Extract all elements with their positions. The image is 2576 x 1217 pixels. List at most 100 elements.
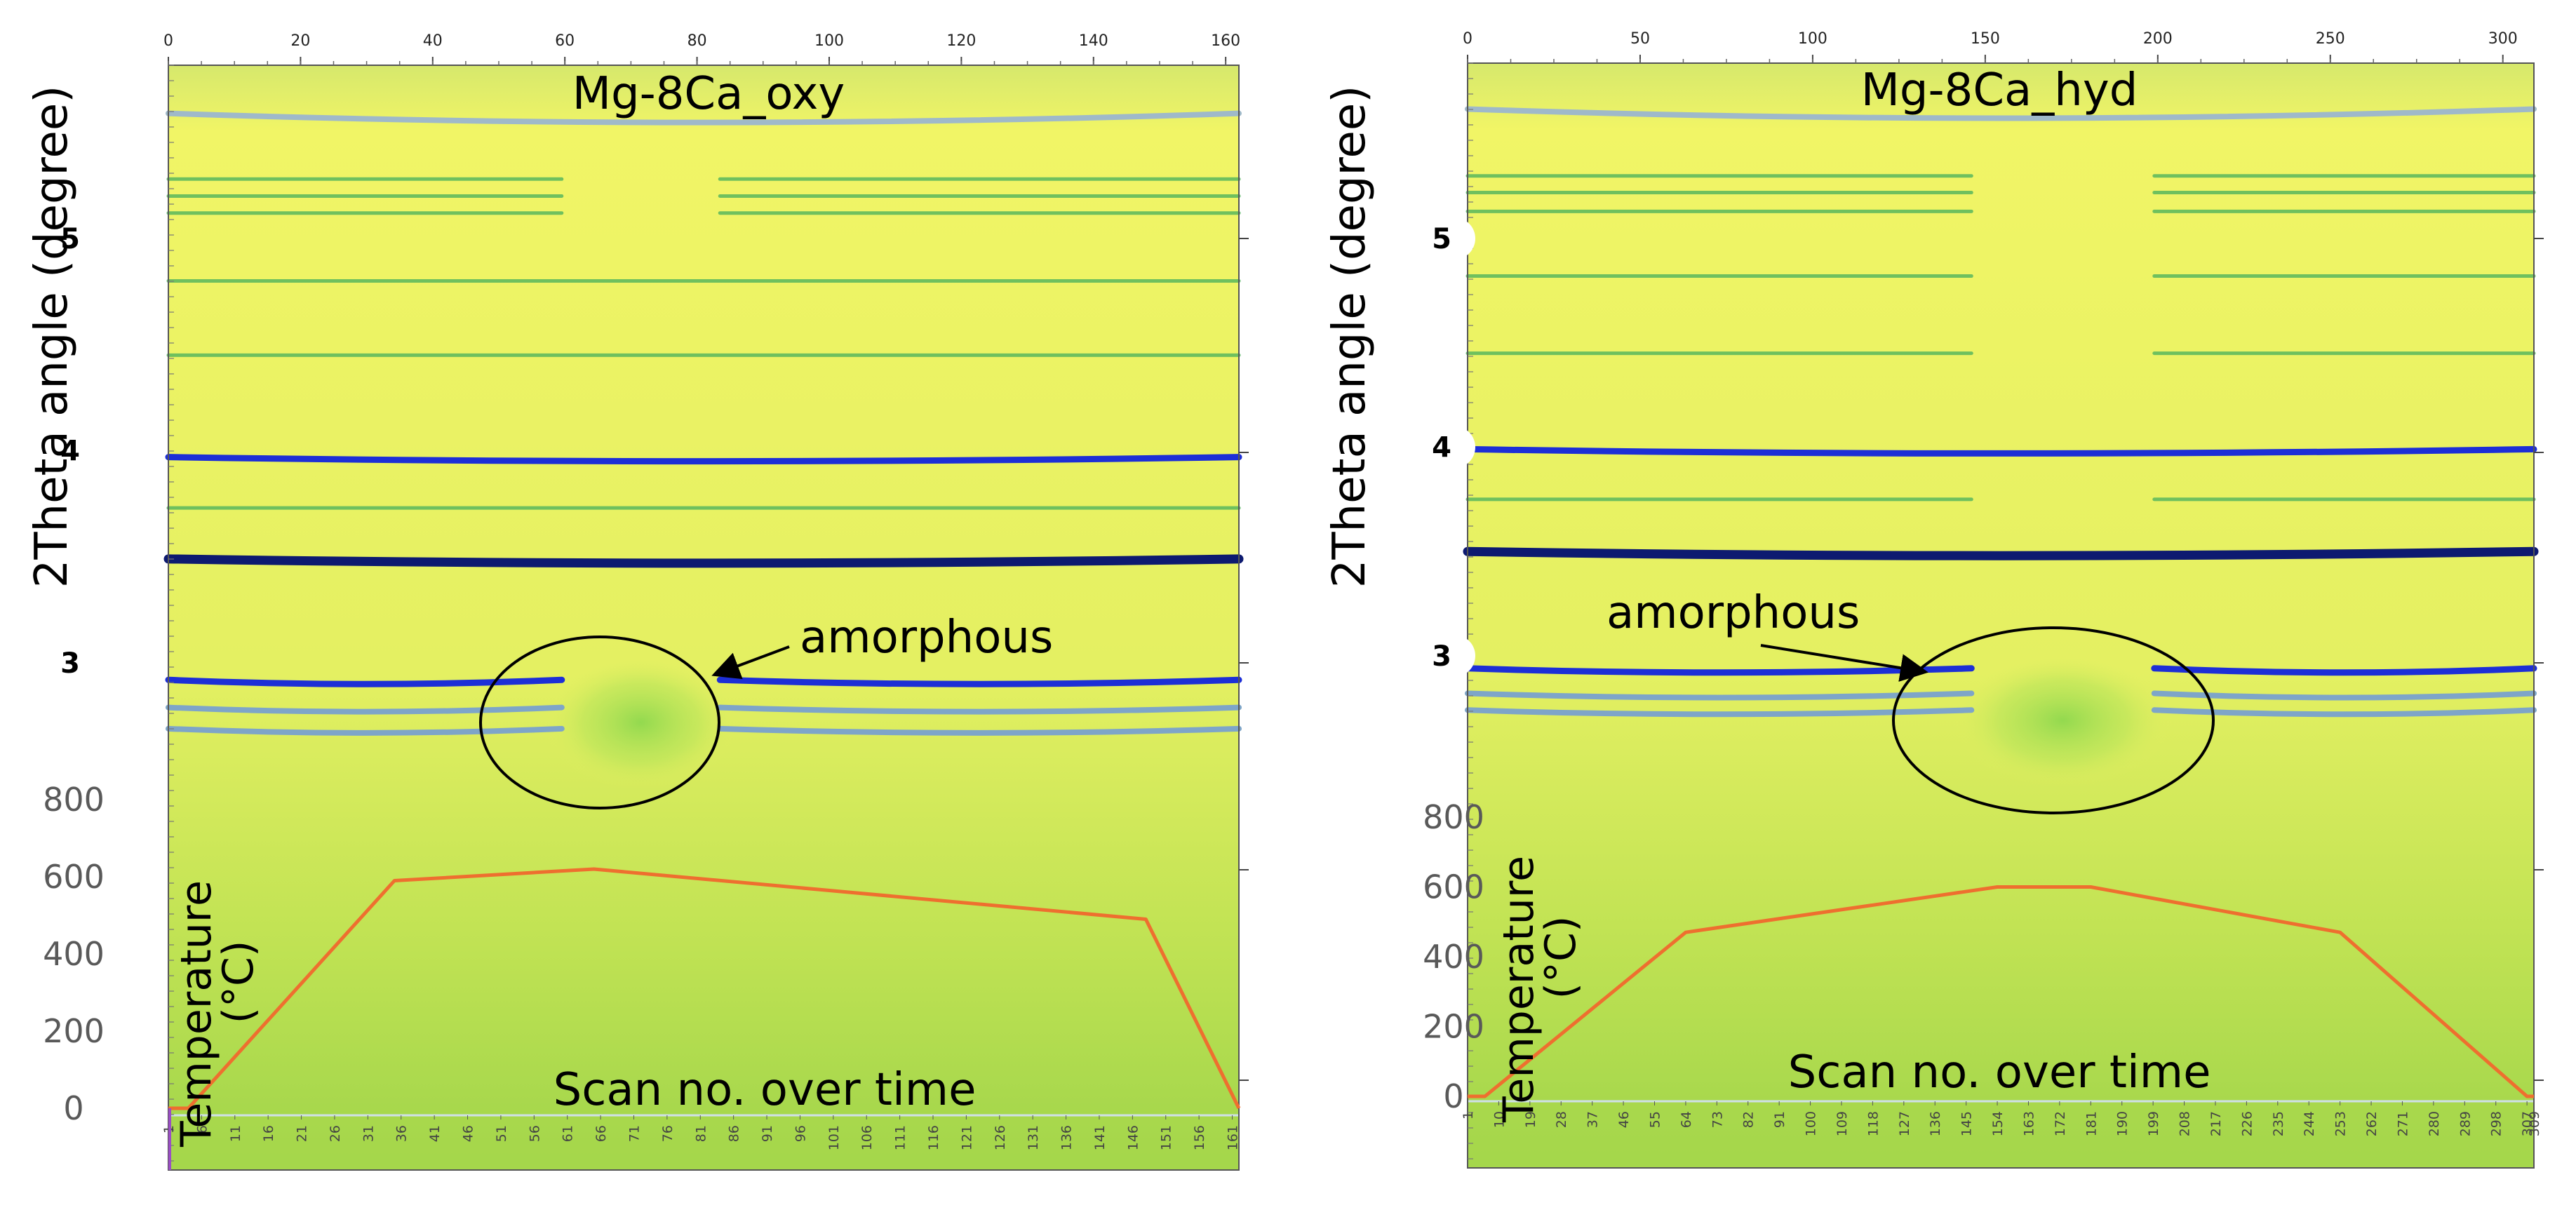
theta-tick-bubble <box>62 642 104 684</box>
bottom-axis-tick-label: 82 <box>1741 1111 1757 1128</box>
bottom-axis-tick-label: 6 <box>194 1125 210 1134</box>
bottom-axis-tick-label: 244 <box>2302 1111 2317 1136</box>
temperature-axis-unit: (°C) <box>214 941 263 1024</box>
amorphous-ellipse <box>1892 626 2215 814</box>
bottom-axis-tick-label: 66 <box>593 1125 609 1142</box>
x-axis-label: Scan no. over time <box>1788 1047 2211 1098</box>
top-axis-tick-label: 80 <box>687 32 707 50</box>
bottom-axis-tick-label: 136 <box>1059 1125 1075 1150</box>
bottom-axis-tick-label: 172 <box>2053 1111 2068 1136</box>
bottom-axis-tick-label: 46 <box>461 1125 476 1142</box>
diffraction-line <box>1463 546 2539 560</box>
bottom-axis-tick-label: 46 <box>1616 1111 1632 1128</box>
bottom-axis-tick-label: 163 <box>2021 1111 2037 1136</box>
bottom-axis-tick-label: 190 <box>2115 1111 2131 1136</box>
top-axis-tick-label: 0 <box>163 32 173 50</box>
bottom-axis-tick-label: 131 <box>1026 1125 1041 1150</box>
bottom-axis-tick-label: 51 <box>494 1125 509 1142</box>
bottom-axis-tick-label: 111 <box>893 1125 908 1150</box>
top-axis-tick-label: 20 <box>290 32 310 50</box>
temperature-tick-label: 600 <box>1423 868 1484 906</box>
temperature-line <box>168 867 1241 1110</box>
temperature-tick-label: 800 <box>1423 798 1484 836</box>
top-axis-tick-label: 120 <box>946 32 976 50</box>
theta-tick-bubble <box>62 217 104 260</box>
bottom-axis-tick-label: 226 <box>2239 1111 2255 1136</box>
bottom-axis-tick-label: 11 <box>228 1125 243 1142</box>
bottom-axis-tick-label: 28 <box>1554 1111 1569 1128</box>
plot-frame <box>1467 62 2535 1169</box>
bottom-axis-tick-label: 86 <box>727 1125 742 1142</box>
bottom-axis-tick-label: 126 <box>993 1125 1008 1150</box>
temperature-axis-label: Temperature <box>1494 856 1543 1123</box>
bottom-axis-tick-label: 127 <box>1897 1111 1912 1136</box>
bottom-axis-tick-label: 235 <box>2271 1111 2286 1136</box>
diffraction-line <box>717 725 1242 736</box>
bottom-axis-tick-label: 73 <box>1710 1111 1725 1128</box>
bottom-axis-tick-label: 100 <box>1804 1111 1819 1136</box>
diffraction-line <box>1465 106 2537 121</box>
top-axis-tick-label: 100 <box>1798 30 1827 48</box>
top-axis-tick-label: 0 <box>1463 30 1473 48</box>
amorphous-annotation: amorphous <box>800 612 1053 664</box>
diffraction-line <box>166 110 1242 126</box>
top-axis-tick-label: 250 <box>2316 30 2345 48</box>
bottom-axis-tick-label: 81 <box>693 1125 709 1142</box>
bottom-axis-tick-label: 37 <box>1585 1111 1601 1128</box>
theta-tick-label: 4 <box>60 436 80 468</box>
bottom-axis-tick-label: 217 <box>2208 1111 2224 1136</box>
bottom-axis-tick-label: 121 <box>959 1125 974 1150</box>
theta-tick-label: 5 <box>1432 223 1451 255</box>
temperature-tick-label: 200 <box>43 1012 105 1050</box>
diffraction-line <box>2151 707 2537 718</box>
bottom-axis-tick-label: 96 <box>793 1125 808 1142</box>
temperature-tick-label: 600 <box>43 858 105 896</box>
theta-tick-bubble <box>62 429 104 472</box>
theta-tick-bubble <box>1433 635 1475 677</box>
amorphous-ellipse <box>479 636 720 809</box>
top-axis-tick-label: 50 <box>1630 30 1650 48</box>
temperature-tick-label: 400 <box>43 935 105 973</box>
top-axis-tick-label: 200 <box>2143 30 2173 48</box>
bottom-axis-tick-label: 21 <box>295 1125 310 1142</box>
bottom-axis-tick-label: 101 <box>826 1125 842 1150</box>
bottom-axis-tick-label: 116 <box>926 1125 941 1150</box>
diffraction-line <box>163 554 1244 568</box>
bottom-axis-tick-label: 146 <box>1125 1125 1141 1150</box>
bottom-axis-tick-label: 61 <box>561 1125 576 1142</box>
temperature-tick-label: 0 <box>1443 1077 1463 1115</box>
temperature-axis-unit: (°C) <box>1536 916 1585 1000</box>
panel-title: Mg-8Ca_hyd <box>1861 65 2138 116</box>
heatmap-background <box>1468 63 2534 1168</box>
top-axis-tick-label: 100 <box>814 32 844 50</box>
heatmap-background <box>168 65 1239 1170</box>
y-axis-label: 2Theta angle (degree) <box>1324 86 1376 589</box>
bottom-axis-tick-label: 262 <box>2364 1111 2380 1136</box>
theta-tick-label: 4 <box>1432 432 1451 464</box>
temperature-line <box>1468 885 2534 1098</box>
bottom-axis-tick-label: 106 <box>859 1125 875 1150</box>
x-axis-label: Scan no. over time <box>554 1064 977 1116</box>
diffraction-line <box>717 704 1242 715</box>
amorphous-arrow <box>711 645 790 680</box>
bottom-axis-tick-label: 19 <box>1523 1111 1538 1128</box>
bottom-axis-tick-label: 109 <box>1834 1111 1850 1136</box>
bottom-axis-tick-label: 271 <box>2395 1111 2410 1136</box>
top-axis-tick-label: 160 <box>1211 32 1240 50</box>
bottom-axis-tick-label: 31 <box>361 1125 376 1142</box>
diffraction-line <box>166 704 565 715</box>
bottom-axis-tick-label: 1 <box>1461 1111 1476 1119</box>
amorphous-glow <box>544 656 738 789</box>
bottom-axis-tick-label: 156 <box>1192 1125 1207 1150</box>
diffraction-line <box>165 454 1242 465</box>
diffraction-line <box>1465 707 1975 718</box>
bottom-axis-tick-label: 71 <box>626 1125 642 1142</box>
theta-tick-bubble <box>1433 217 1475 260</box>
temperature-tick-label: 800 <box>43 781 105 819</box>
bottom-axis-tick-label: 76 <box>660 1125 676 1142</box>
bottom-axis-tick-label: 309 <box>2527 1111 2542 1136</box>
diffraction-line <box>2151 665 2537 676</box>
bottom-axis-tick-label: 141 <box>1092 1125 1108 1150</box>
bottom-axis-tick-label: 118 <box>1865 1111 1881 1136</box>
